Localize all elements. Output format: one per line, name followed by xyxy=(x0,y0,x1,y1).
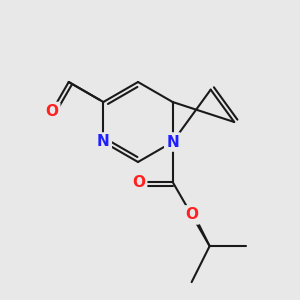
Text: O: O xyxy=(185,207,198,222)
Text: N: N xyxy=(166,134,179,149)
Text: O: O xyxy=(45,104,58,119)
Text: O: O xyxy=(132,175,145,190)
Text: N: N xyxy=(97,134,110,149)
